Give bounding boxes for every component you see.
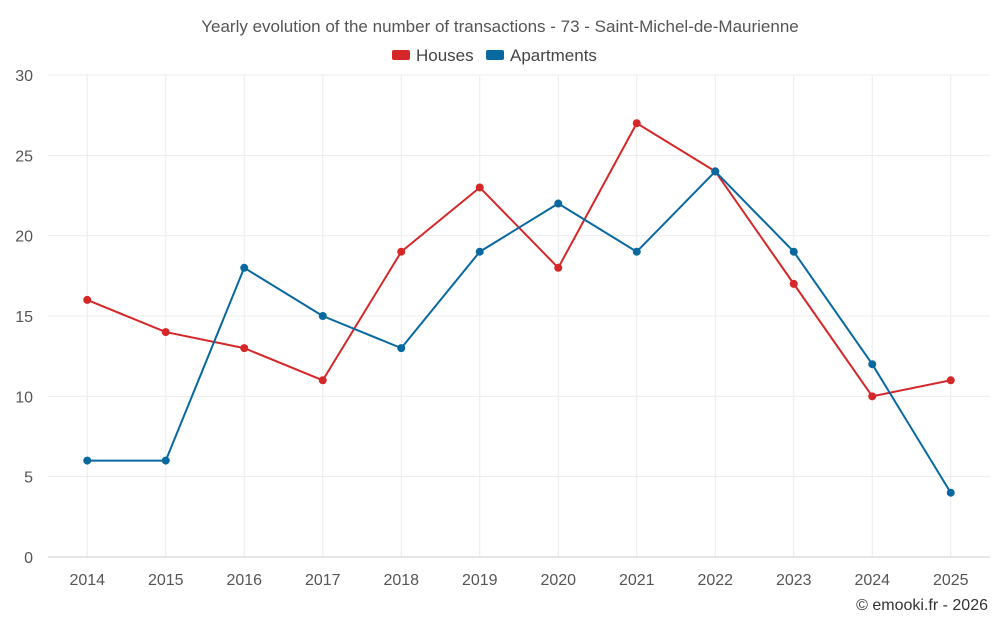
data-point-houses[interactable] <box>946 376 955 385</box>
legend-swatch-apartments <box>486 50 504 60</box>
y-tick-label: 10 <box>15 389 33 406</box>
data-point-apartments[interactable] <box>161 456 170 465</box>
y-tick-label: 20 <box>15 229 33 246</box>
data-point-apartments[interactable] <box>83 456 92 465</box>
x-tick-label: 2019 <box>462 572 498 589</box>
legend-item-houses[interactable]: Houses <box>392 46 474 65</box>
series-line-apartments <box>87 170 952 494</box>
data-point-houses[interactable] <box>83 295 92 304</box>
data-point-apartments[interactable] <box>632 247 641 256</box>
series-line-houses <box>86 122 951 398</box>
y-tick-label: 30 <box>15 68 33 85</box>
y-tick-label: 0 <box>24 550 33 567</box>
y-tick-label: 5 <box>24 470 33 487</box>
data-point-apartments[interactable] <box>946 488 955 497</box>
grid <box>48 74 990 557</box>
x-tick-label: 2018 <box>383 572 419 589</box>
data-point-apartments[interactable] <box>240 263 249 272</box>
x-tick-label: 2023 <box>776 572 812 589</box>
x-tick-label: 2025 <box>933 572 969 589</box>
y-tick-label: 25 <box>15 148 33 165</box>
data-point-houses[interactable] <box>318 376 327 385</box>
data-point-houses[interactable] <box>868 392 877 401</box>
data-point-houses[interactable] <box>789 279 798 288</box>
legend-swatch-houses <box>392 50 410 60</box>
chart-title: Yearly evolution of the number of transa… <box>201 17 799 36</box>
x-tick-label: 2016 <box>226 572 262 589</box>
x-tick-label: 2017 <box>305 572 341 589</box>
data-point-houses[interactable] <box>161 328 170 337</box>
legend[interactable]: Houses Apartments <box>392 46 597 65</box>
series-houses <box>83 119 955 401</box>
data-point-apartments[interactable] <box>554 199 563 208</box>
y-tick-label: 15 <box>15 309 33 326</box>
data-point-apartments[interactable] <box>868 360 877 369</box>
data-point-apartments[interactable] <box>397 344 406 353</box>
data-point-apartments[interactable] <box>475 247 484 256</box>
credit-text: © emooki.fr - 2026 <box>856 597 988 614</box>
x-tick-label: 2021 <box>619 572 655 589</box>
x-tick-label: 2022 <box>697 572 733 589</box>
x-tick-label: 2015 <box>148 572 184 589</box>
data-point-apartments[interactable] <box>711 167 720 176</box>
x-tick-label: 2014 <box>69 572 105 589</box>
data-point-apartments[interactable] <box>789 247 798 256</box>
legend-item-apartments[interactable]: Apartments <box>486 46 597 65</box>
data-point-houses[interactable] <box>397 247 406 256</box>
legend-label-apartments: Apartments <box>510 46 597 65</box>
legend-label-houses: Houses <box>416 46 474 65</box>
data-point-houses[interactable] <box>475 183 484 192</box>
data-point-houses[interactable] <box>554 263 563 272</box>
x-tick-label: 2024 <box>854 572 890 589</box>
data-point-apartments[interactable] <box>318 312 327 320</box>
data-point-houses[interactable] <box>240 344 249 353</box>
data-point-houses[interactable] <box>632 119 641 128</box>
series-apartments <box>83 167 955 497</box>
series-group <box>83 119 955 497</box>
x-tick-label: 2020 <box>540 572 576 589</box>
